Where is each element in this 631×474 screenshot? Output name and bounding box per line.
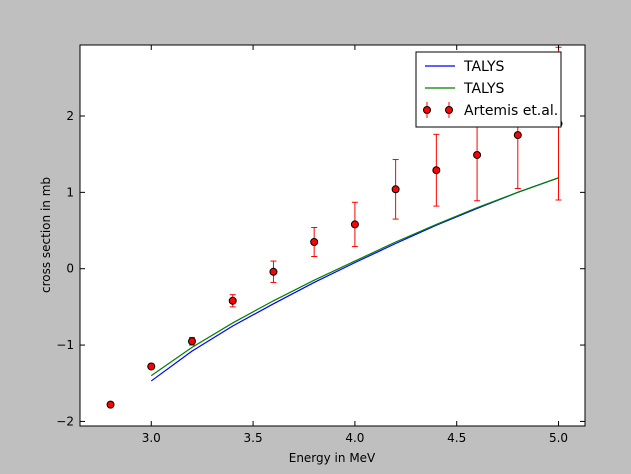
plot-frame xyxy=(79,44,586,427)
x-axis-label: Energy in MeV xyxy=(289,451,376,465)
data-point xyxy=(350,220,359,229)
legend-items: TALYS TALYS Artemis et.al. xyxy=(423,59,558,119)
legend-label-0: TALYS xyxy=(463,59,505,75)
legend-label-1: TALYS xyxy=(463,81,505,97)
x-tick-label: 3.5 xyxy=(244,431,263,445)
data-point xyxy=(147,362,156,371)
data-point xyxy=(269,267,278,276)
y-tick-label: −2 xyxy=(56,414,74,428)
data-point xyxy=(310,237,319,246)
legend-marker xyxy=(423,106,431,114)
legend-label-2: Artemis et.al. xyxy=(464,103,558,119)
data-point xyxy=(432,166,441,175)
data-point xyxy=(106,400,115,409)
y-axis-label: cross section in mb xyxy=(39,177,53,293)
data-point xyxy=(228,296,237,305)
legend: TALYS TALYS Artemis et.al. xyxy=(415,51,562,128)
x-tick-label: 4.5 xyxy=(447,431,466,445)
x-tick-label: 5.0 xyxy=(549,431,568,445)
y-tick-label: 1 xyxy=(66,185,74,199)
legend-box xyxy=(415,51,562,128)
data-point xyxy=(513,131,522,140)
legend-marker xyxy=(445,106,453,114)
data-point xyxy=(391,185,400,194)
y-tick-label: 0 xyxy=(66,262,74,276)
y-tick-label: −1 xyxy=(56,338,74,352)
data-point xyxy=(473,150,482,159)
series-line-1 xyxy=(150,177,559,377)
x-tick-label: 3.0 xyxy=(142,431,161,445)
y-tick-label: 2 xyxy=(66,109,74,123)
x-tick-label: 4.0 xyxy=(345,431,364,445)
ticks-layer: 3.0 3.5 4.0 4.5 5.0 −2 −1 0 1 2 xyxy=(56,45,585,445)
data-point xyxy=(187,337,196,346)
